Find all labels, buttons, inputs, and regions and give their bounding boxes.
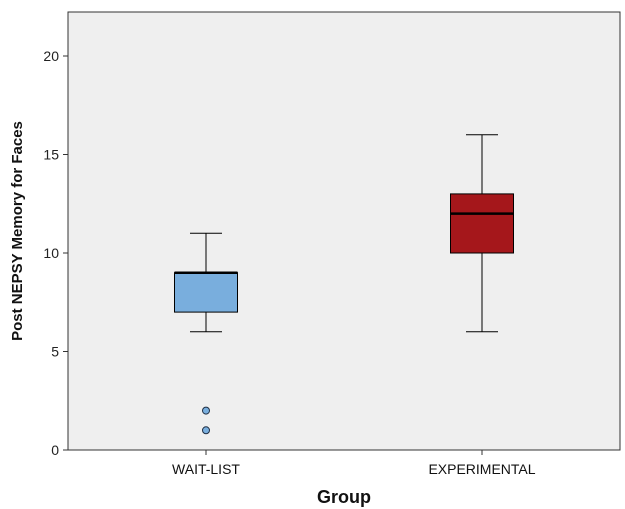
x-axis: WAIT-LIST EXPERIMENTAL [172,450,536,477]
x-tick-label: WAIT-LIST [172,461,240,477]
box-series [174,134,514,435]
plot-area [67,11,621,451]
x-tick-label: EXPERIMENTAL [428,461,535,477]
outlier-point [202,426,210,435]
y-axis-title: Post NEPSY Memory for Faces [9,121,26,341]
iqr-box [450,193,514,254]
y-tick-label: 20 [43,48,59,64]
y-tick-label: 5 [51,344,59,360]
y-tick-label: 15 [43,147,59,163]
iqr-box [174,272,238,313]
x-axis-title: Group [317,487,371,507]
box-experimental [450,134,514,333]
y-tick-label: 0 [51,442,59,458]
box-wait-list [174,232,238,435]
y-tick-label: 10 [43,245,59,261]
y-axis: 0 5 10 15 20 [43,48,68,458]
outlier-point [202,406,210,415]
